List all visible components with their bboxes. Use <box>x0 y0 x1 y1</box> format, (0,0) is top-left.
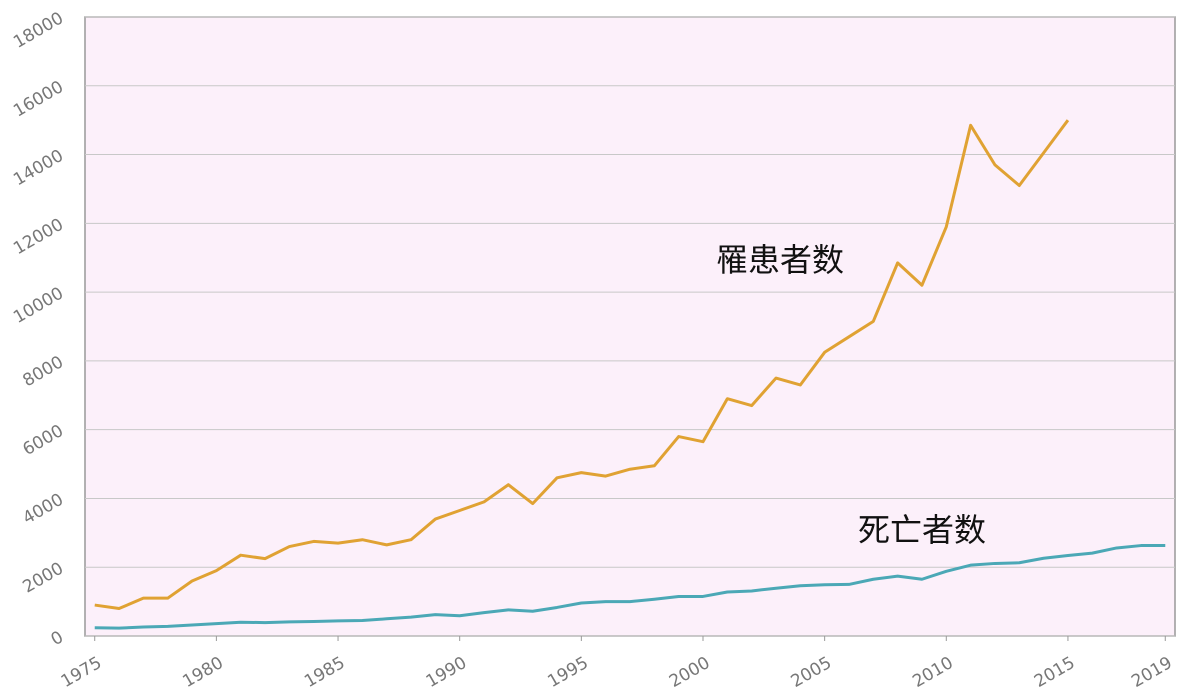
x-tick-label: 2010 <box>909 653 956 692</box>
y-tick-label: 6000 <box>20 421 67 460</box>
x-tick-label: 1995 <box>544 653 591 692</box>
x-tick-label: 1990 <box>423 653 470 692</box>
series-label: 死亡者数 <box>858 511 986 549</box>
y-tick-label: 16000 <box>10 77 67 121</box>
y-tick-label: 10000 <box>10 283 67 327</box>
x-tick-label: 1985 <box>301 653 348 692</box>
y-tick-label: 12000 <box>10 215 67 259</box>
x-tick-label: 2000 <box>666 653 713 692</box>
x-tick-label: 1980 <box>179 653 226 692</box>
y-tick-label: 2000 <box>20 559 67 598</box>
y-tick-label: 8000 <box>20 352 67 391</box>
x-tick-label: 2019 <box>1128 653 1175 692</box>
x-tick-label: 1975 <box>58 653 105 692</box>
y-tick-label: 18000 <box>10 8 67 52</box>
y-tick-label: 14000 <box>10 146 67 190</box>
x-tick-label: 2005 <box>788 653 835 692</box>
y-tick-label: 4000 <box>20 490 67 529</box>
y-tick-label: 0 <box>48 627 67 650</box>
plot-area <box>84 16 1176 637</box>
series-label: 罹患者数 <box>716 241 844 279</box>
series-line <box>94 544 1166 630</box>
x-tick-label: 2015 <box>1031 653 1078 692</box>
series-line <box>94 119 1070 610</box>
